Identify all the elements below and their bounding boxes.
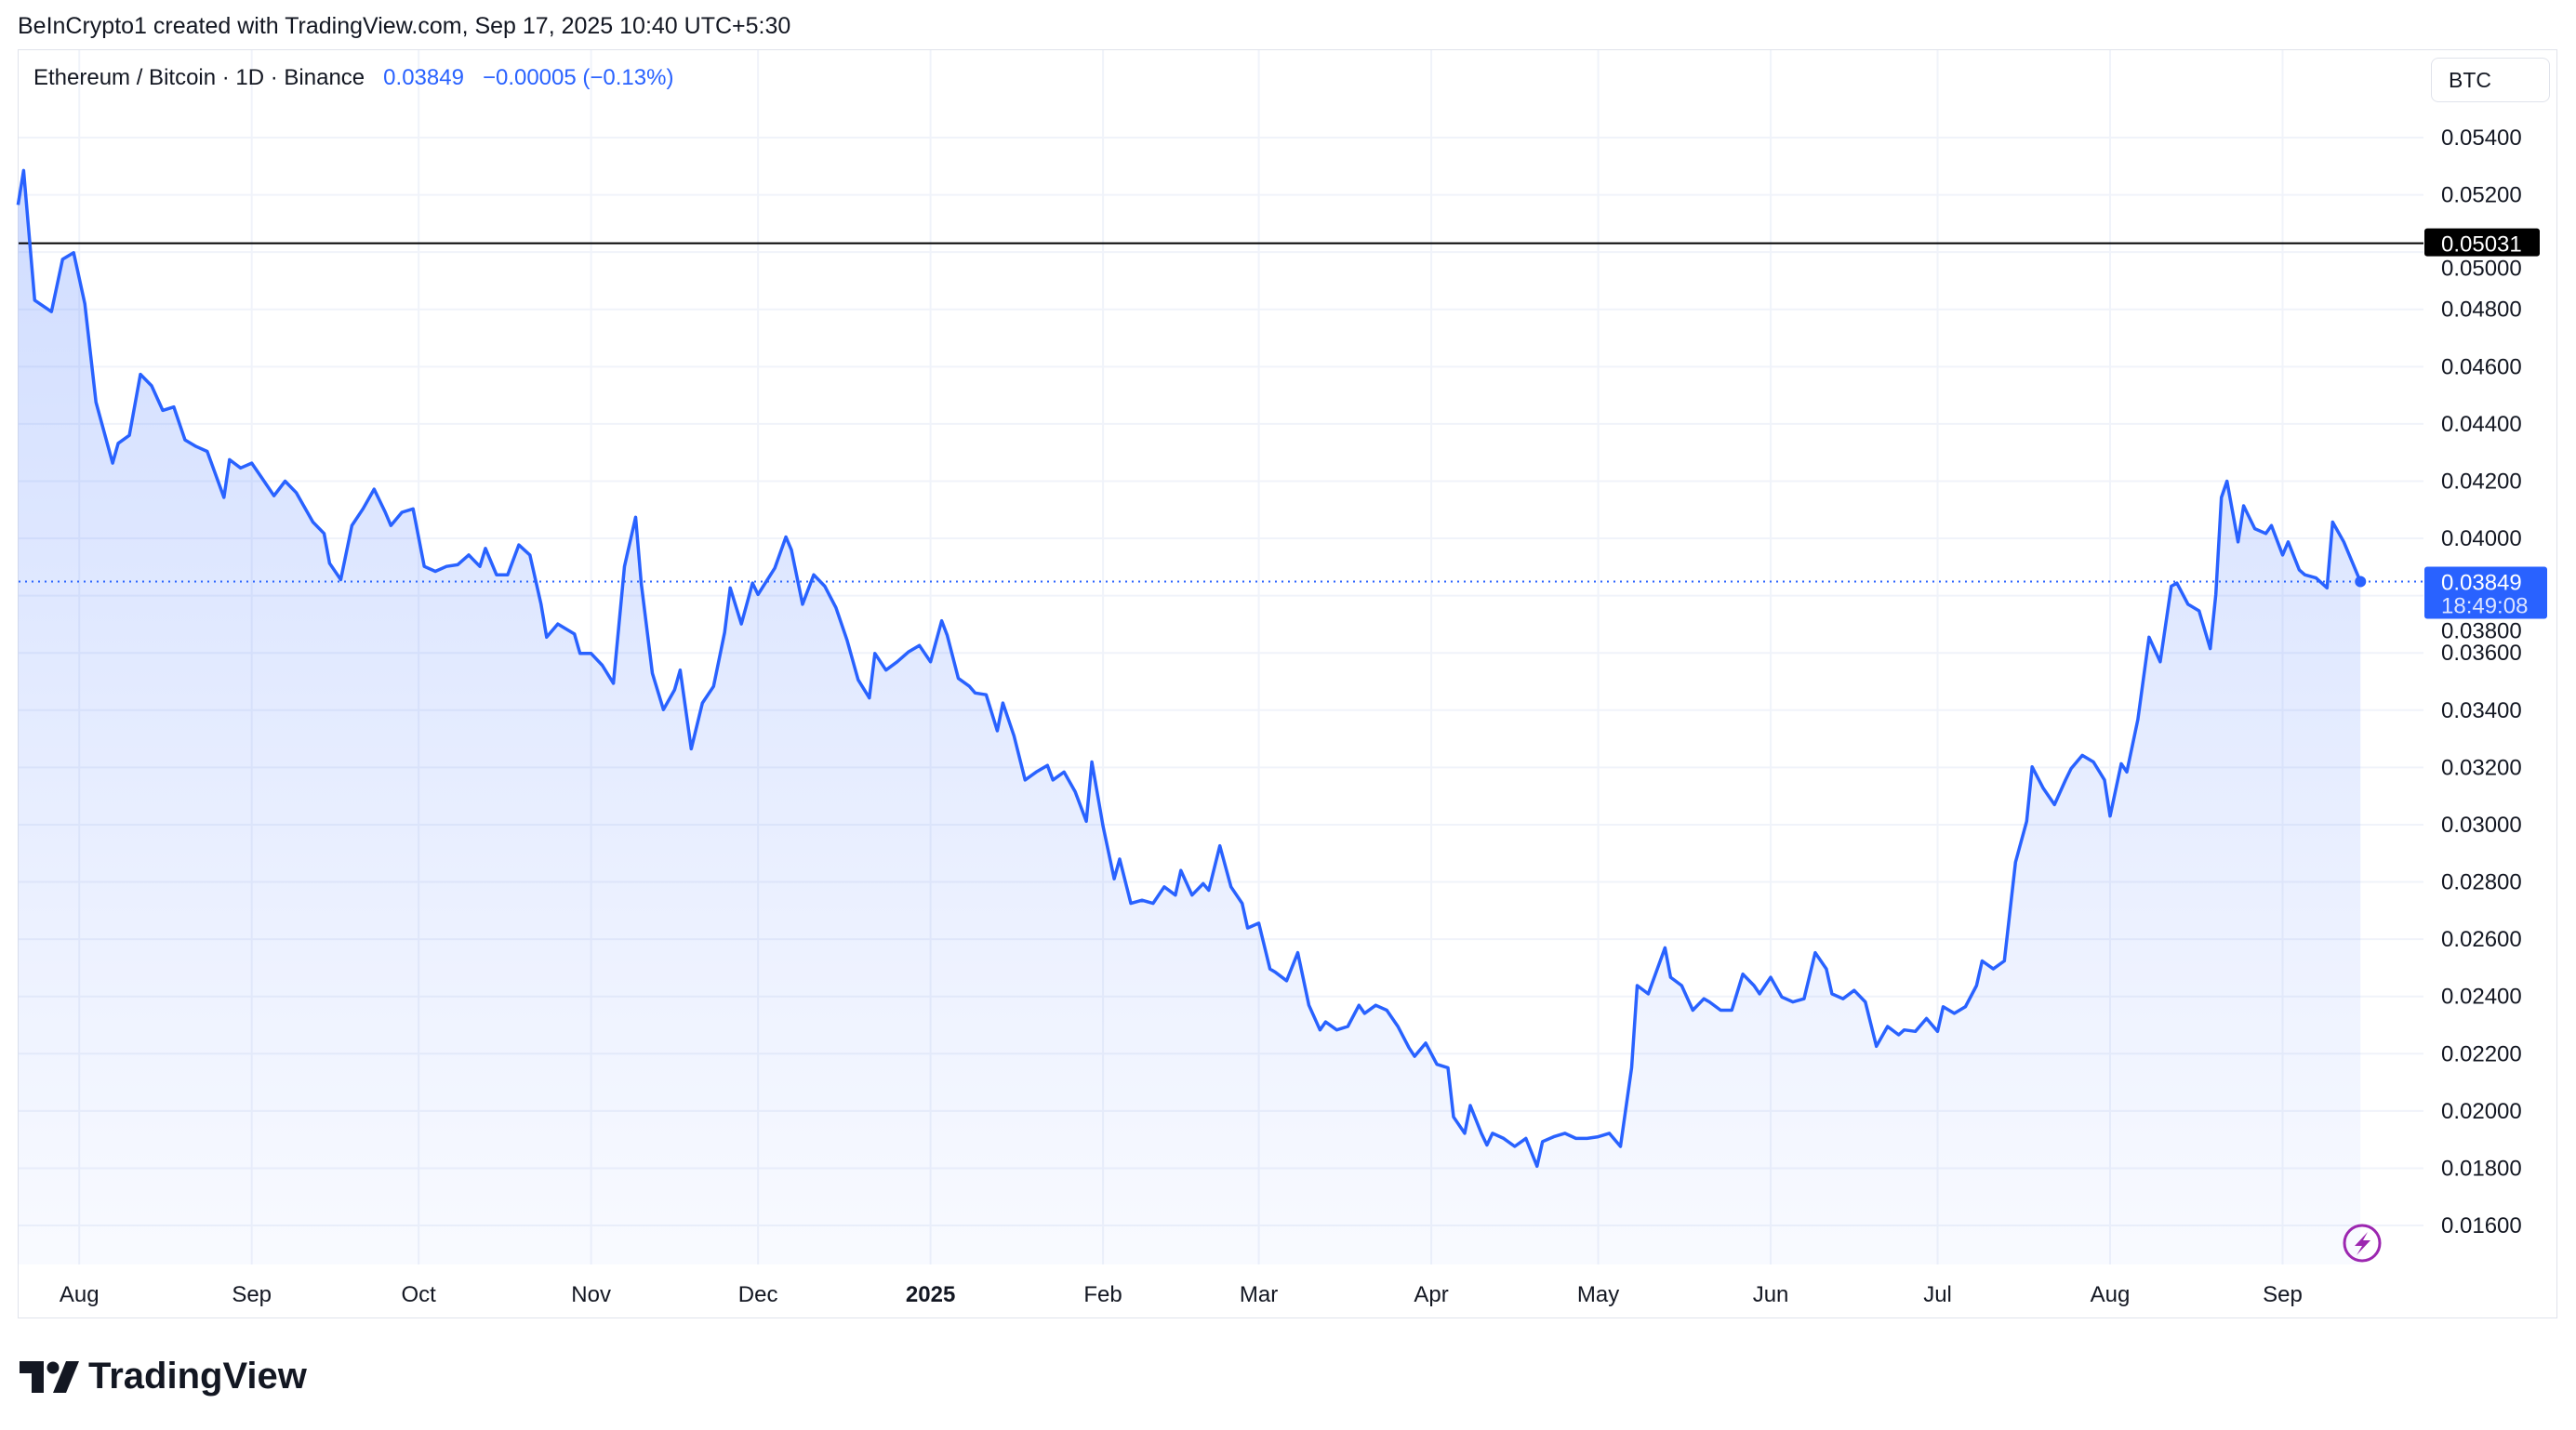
hline-price-label: 0.05031	[2441, 232, 2522, 258]
x-tick-label: Jun	[1753, 1282, 1789, 1307]
lightning-icon[interactable]	[2343, 1224, 2382, 1263]
y-tick-label: 0.05000	[2441, 257, 2522, 282]
x-tick-label: Aug	[2091, 1282, 2131, 1307]
last-price-dot	[2355, 576, 2367, 588]
price-axis: 0.05400 0.05200 0.05000 0.04800 0.04600 0.044…	[2441, 126, 2522, 1238]
last-price: 0.03849	[383, 65, 464, 90]
x-tick-label: Apr	[1414, 1282, 1448, 1307]
price-area-fill	[18, 170, 2361, 1264]
y-tick-label: 0.03400	[2441, 698, 2522, 723]
price-points	[2355, 576, 2367, 588]
y-tick-label: 0.04200	[2441, 469, 2522, 494]
y-tick-label: 0.04600	[2441, 354, 2522, 379]
tradingview-logo-icon	[20, 1360, 79, 1393]
y-tick-label: 0.01600	[2441, 1213, 2522, 1238]
y-tick-label: 0.02000	[2441, 1099, 2522, 1124]
x-tick-label: Sep	[232, 1282, 272, 1307]
y-tick-label: 0.05400	[2441, 126, 2522, 151]
symbol-title[interactable]: Ethereum / Bitcoin · 1D · Binance	[33, 65, 365, 90]
y-tick-label: 0.03600	[2441, 641, 2522, 666]
y-tick-label: 0.03000	[2441, 813, 2522, 838]
y-tick-label: 0.01800	[2441, 1156, 2522, 1181]
x-tick-label: Mar	[1240, 1282, 1278, 1307]
x-tick-label: Aug	[60, 1282, 100, 1307]
x-tick-label: Dec	[738, 1282, 778, 1307]
currency-button[interactable]: BTC	[2431, 58, 2550, 102]
y-tick-label: 0.02400	[2441, 985, 2522, 1010]
x-tick-label: Sep	[2263, 1282, 2303, 1307]
last-price-label-bg	[2424, 566, 2547, 619]
y-tick-label: 0.02600	[2441, 927, 2522, 952]
x-tick-label: 2025	[906, 1282, 955, 1307]
time-axis: Aug Sep Oct Nov Dec 2025 Feb Mar Apr May Jun Jul Aug…	[60, 1282, 2303, 1307]
y-tick-label: 0.04400	[2441, 412, 2522, 437]
x-tick-label: May	[1577, 1282, 1619, 1307]
chart-credit: BeInCrypto1 created with TradingView.com…	[18, 13, 791, 39]
price-line	[16, 168, 2362, 1169]
price-change: −0.00005 (−0.13%)	[482, 65, 674, 90]
y-tick-label: 0.04800	[2441, 298, 2522, 323]
tradingview-logo-text: TradingView	[88, 1356, 307, 1397]
y-tick-label: 0.03200	[2441, 755, 2522, 780]
hline-price-label-bg	[2424, 228, 2540, 257]
x-tick-label: Feb	[1083, 1282, 1122, 1307]
y-tick-label: 0.02200	[2441, 1041, 2522, 1066]
last-price-label: 0.03849	[2441, 571, 2522, 596]
tradingview-logo[interactable]: TradingView	[20, 1356, 307, 1397]
x-tick-label: Oct	[402, 1282, 437, 1307]
y-tick-label: 0.03800	[2441, 619, 2522, 644]
x-tick-label: Nov	[571, 1282, 611, 1307]
chart-legend: Ethereum / Bitcoin · 1D · Binance 0.0384…	[33, 65, 673, 91]
y-tick-label: 0.05200	[2441, 183, 2522, 208]
countdown-label: 18:49:08	[2441, 594, 2528, 619]
x-tick-label: Jul	[1923, 1282, 1952, 1307]
y-tick-label: 0.02800	[2441, 870, 2522, 895]
y-tick-label: 0.04000	[2441, 526, 2522, 551]
